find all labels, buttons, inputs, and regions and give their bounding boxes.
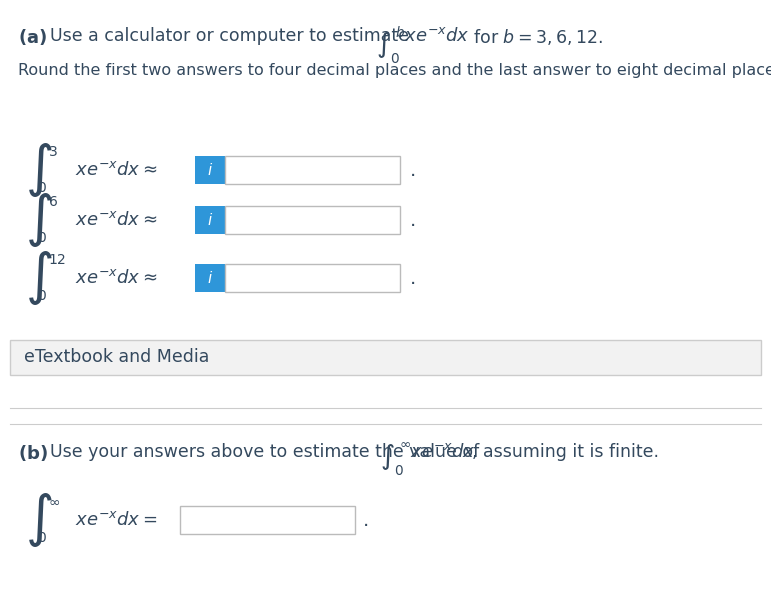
- Text: Use your answers above to estimate the value of: Use your answers above to estimate the v…: [50, 443, 480, 461]
- Text: $6$: $6$: [48, 195, 58, 209]
- Text: $\bf{(b)}$: $\bf{(b)}$: [18, 443, 48, 463]
- Text: $xe^{-x}dx \approx$: $xe^{-x}dx \approx$: [75, 161, 157, 179]
- Text: $\infty$: $\infty$: [48, 495, 60, 509]
- Text: $3$: $3$: [48, 145, 58, 159]
- Bar: [195, 156, 225, 184]
- Text: eTextbook and Media: eTextbook and Media: [24, 349, 210, 366]
- Text: $0$: $0$: [37, 231, 47, 245]
- Text: $xe^{-x}dx$: $xe^{-x}dx$: [410, 443, 476, 461]
- Text: $xe^{-x}dx \approx$: $xe^{-x}dx \approx$: [75, 269, 157, 287]
- Bar: [225, 206, 400, 234]
- Text: $\int_0^{\,\infty}$: $\int_0^{\,\infty}$: [380, 440, 411, 477]
- Text: $0$: $0$: [37, 531, 47, 545]
- Text: $xe^{-x}dx$: $xe^{-x}dx$: [404, 27, 470, 45]
- Bar: [10, 340, 761, 375]
- Text: Use a calculator or computer to estimate: Use a calculator or computer to estimate: [50, 27, 409, 45]
- Text: .: .: [410, 211, 416, 229]
- Text: $xe^{-x}dx =$: $xe^{-x}dx =$: [75, 511, 157, 529]
- Text: $\int$: $\int$: [25, 491, 52, 549]
- Text: .: .: [410, 269, 416, 288]
- Text: $\int_0^{\,b}$: $\int_0^{\,b}$: [376, 24, 405, 65]
- Text: $\int$: $\int$: [25, 141, 52, 199]
- Bar: [195, 264, 225, 292]
- Text: $\bf{(a)}$: $\bf{(a)}$: [18, 27, 47, 47]
- Bar: [225, 264, 400, 292]
- Text: $i$: $i$: [207, 270, 213, 286]
- Text: $\int$: $\int$: [25, 249, 52, 307]
- Text: $i$: $i$: [207, 162, 213, 178]
- Text: .: .: [363, 511, 369, 530]
- Text: , assuming it is finite.: , assuming it is finite.: [472, 443, 659, 461]
- Text: $\int$: $\int$: [25, 191, 52, 249]
- Text: $12$: $12$: [48, 253, 66, 267]
- Text: .: .: [410, 161, 416, 180]
- Text: $0$: $0$: [37, 181, 47, 195]
- Text: $xe^{-x}dx \approx$: $xe^{-x}dx \approx$: [75, 211, 157, 229]
- Bar: [180, 506, 355, 534]
- Text: $0$: $0$: [37, 289, 47, 303]
- Text: Round the first two answers to four decimal places and the last answer to eight : Round the first two answers to four deci…: [18, 63, 771, 78]
- Text: $i$: $i$: [207, 212, 213, 228]
- Text: for $b = 3, 6, 12.$: for $b = 3, 6, 12.$: [468, 27, 603, 47]
- Bar: [225, 156, 400, 184]
- Bar: [195, 206, 225, 234]
